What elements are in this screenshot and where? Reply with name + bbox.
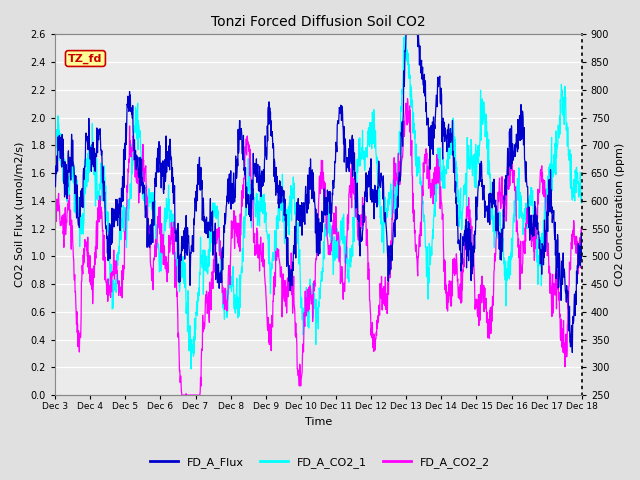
Y-axis label: CO2 Soil Flux (umol/m2/s): CO2 Soil Flux (umol/m2/s) (15, 142, 25, 288)
X-axis label: Time: Time (305, 417, 332, 427)
Text: TZ_fd: TZ_fd (68, 53, 102, 64)
Title: Tonzi Forced Diffusion Soil CO2: Tonzi Forced Diffusion Soil CO2 (211, 15, 426, 29)
Legend: FD_A_Flux, FD_A_CO2_1, FD_A_CO2_2: FD_A_Flux, FD_A_CO2_1, FD_A_CO2_2 (145, 452, 495, 472)
Y-axis label: CO2 Concentration (ppm): CO2 Concentration (ppm) (615, 143, 625, 287)
